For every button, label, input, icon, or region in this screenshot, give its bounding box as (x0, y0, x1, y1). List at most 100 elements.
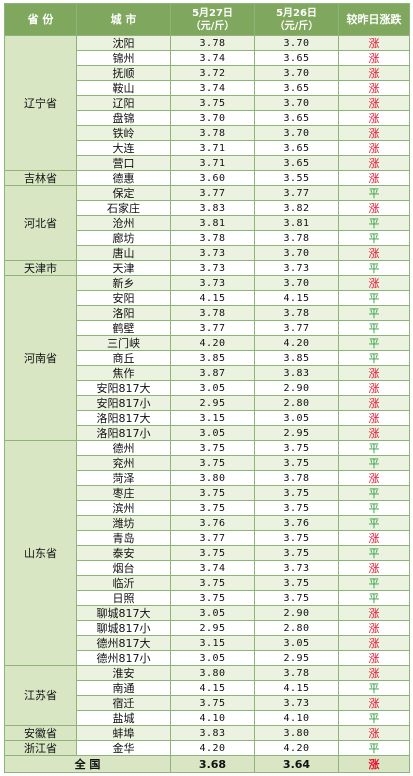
table-row: 鞍山 3.74 3.65 涨 (5, 80, 410, 96)
table-row: 南通 4.15 4.15 平 (5, 680, 410, 696)
trend-cell: 涨 (338, 125, 410, 141)
header-date2-label: 5月26日 (276, 7, 317, 19)
trend-cell: 涨 (338, 425, 410, 441)
trend-cell: 平 (338, 440, 410, 456)
city-cell: 菏泽 (76, 470, 171, 486)
price-may27-cell: 3.87 (170, 365, 255, 381)
table-row: 唐山 3.73 3.70 涨 (5, 245, 410, 261)
trend-cell: 涨 (338, 725, 410, 741)
trend-cell: 涨 (338, 110, 410, 126)
price-may27-cell: 3.78 (170, 35, 255, 51)
price-may26-cell: 2.80 (254, 620, 339, 636)
table-row: 鹤壁 3.77 3.77 平 (5, 320, 410, 336)
trend-cell: 涨 (338, 410, 410, 426)
price-may27-cell: 3.72 (170, 65, 255, 81)
trend-cell: 涨 (338, 650, 410, 666)
table-row: 洛阳817大 3.15 3.05 涨 (5, 410, 410, 426)
price-may27-cell: 3.83 (170, 725, 255, 741)
price-may27-cell: 3.83 (170, 200, 255, 216)
city-cell: 洛阳 (76, 305, 171, 321)
trend-cell: 平 (338, 305, 410, 321)
city-cell: 烟台 (76, 560, 171, 576)
table-row: 大连 3.71 3.65 涨 (5, 140, 410, 156)
price-may26-cell: 3.75 (254, 485, 339, 501)
trend-cell: 平 (338, 215, 410, 231)
table-row: 聊城817大 3.05 2.90 涨 (5, 605, 410, 621)
trend-cell: 平 (338, 260, 410, 276)
table-row: 临沂 3.75 3.75 平 (5, 575, 410, 591)
price-may26-cell: 3.65 (254, 110, 339, 126)
trend-cell: 涨 (338, 560, 410, 576)
trend-cell: 涨 (338, 245, 410, 261)
price-may27-cell: 3.75 (170, 95, 255, 111)
table-row: 石家庄 3.83 3.82 涨 (5, 200, 410, 216)
price-may26-cell: 3.81 (254, 215, 339, 231)
price-may26-cell: 3.65 (254, 80, 339, 96)
table-row: 商丘 3.85 3.85 平 (5, 350, 410, 366)
price-may27-cell: 3.75 (170, 440, 255, 456)
price-may27-cell: 3.78 (170, 230, 255, 246)
table-row: 盐城 4.10 4.10 平 (5, 710, 410, 726)
city-cell: 淮安 (76, 665, 171, 681)
trend-cell: 平 (338, 230, 410, 246)
city-cell: 德州817小 (76, 650, 171, 666)
trend-cell: 平 (338, 290, 410, 306)
city-cell: 石家庄 (76, 200, 171, 216)
city-cell: 沧州 (76, 215, 171, 231)
price-may26-cell: 4.15 (254, 680, 339, 696)
trend-cell: 涨 (338, 530, 410, 546)
table-row: 河南省 新乡 3.73 3.70 涨 (4, 275, 410, 441)
price-may27-cell: 4.20 (170, 740, 255, 756)
price-may27-cell: 3.15 (170, 635, 255, 651)
province-cell: 浙江省 (4, 740, 77, 756)
price-may26-cell: 4.10 (254, 710, 339, 726)
total-price-may27: 3.68 (170, 755, 255, 773)
price-may27-cell: 3.75 (170, 590, 255, 606)
city-cell: 焦作 (76, 365, 171, 381)
header-date1: 5月27日 （元/斤） (170, 3, 255, 36)
city-cell: 天津 (76, 260, 171, 276)
city-cell: 德惠 (76, 170, 171, 186)
province-cell: 天津市 (4, 260, 77, 276)
city-cell: 鞍山 (76, 80, 171, 96)
price-may27-cell: 3.75 (170, 695, 255, 711)
city-cell: 聊城817小 (76, 620, 171, 636)
trend-cell: 平 (338, 185, 410, 201)
trend-cell: 涨 (338, 200, 410, 216)
table-row: 聊城817小 2.95 2.80 涨 (5, 620, 410, 636)
province-cell: 安徽省 (4, 725, 77, 741)
price-may26-cell: 3.78 (254, 305, 339, 321)
province-cell: 吉林省 (4, 170, 77, 186)
price-may26-cell: 3.70 (254, 275, 339, 291)
province-cell: 辽宁省 (4, 35, 77, 171)
table-row: 枣庄 3.75 3.75 平 (5, 485, 410, 501)
trend-cell: 平 (338, 455, 410, 471)
city-cell: 青岛 (76, 530, 171, 546)
city-cell: 锦州 (76, 50, 171, 66)
table-row: 日照 3.75 3.75 平 (5, 590, 410, 606)
price-may26-cell: 2.95 (254, 425, 339, 441)
price-may27-cell: 3.85 (170, 350, 255, 366)
city-cell: 滨州 (76, 500, 171, 516)
price-may26-cell: 3.70 (254, 125, 339, 141)
price-may27-cell: 3.81 (170, 215, 255, 231)
city-cell: 保定 (76, 185, 171, 201)
table-row: 滨州 3.75 3.75 平 (5, 500, 410, 516)
price-may27-cell: 3.60 (170, 170, 255, 186)
price-may26-cell: 3.70 (254, 65, 339, 81)
province-cell: 江苏省 (4, 665, 77, 726)
city-cell: 南通 (76, 680, 171, 696)
trend-cell: 涨 (338, 665, 410, 681)
price-may27-cell: 4.15 (170, 290, 255, 306)
table-row: 安阳817小 2.95 2.80 涨 (5, 395, 410, 411)
price-may27-cell: 3.75 (170, 500, 255, 516)
city-cell: 盐城 (76, 710, 171, 726)
price-may27-cell: 3.05 (170, 650, 255, 666)
price-may27-cell: 3.05 (170, 380, 255, 396)
price-may26-cell: 3.78 (254, 665, 339, 681)
price-may26-cell: 2.95 (254, 650, 339, 666)
price-table: 省 份 城 市 5月27日 （元/斤） 5月26日 （元/斤） 较昨日涨跌 辽宁… (4, 3, 410, 773)
city-cell: 营口 (76, 155, 171, 171)
price-may26-cell: 3.75 (254, 440, 339, 456)
city-cell: 泰安 (76, 545, 171, 561)
